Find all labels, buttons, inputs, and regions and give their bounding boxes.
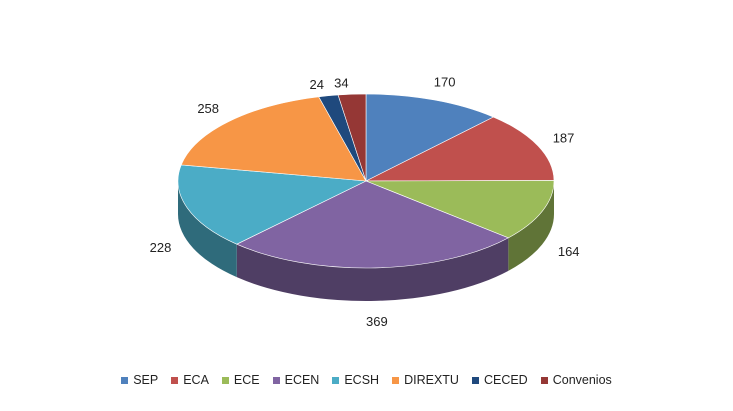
legend-swatch [332, 376, 340, 384]
data-label-dirextu: 258 [197, 101, 219, 116]
legend-label: ECE [233, 373, 260, 387]
data-label-ecsh: 228 [150, 240, 172, 255]
legend-swatch [121, 376, 129, 384]
legend-swatch [392, 376, 400, 384]
legend-label: ECSH [344, 373, 380, 387]
legend-label: SEP [133, 373, 159, 387]
pie-slice-convenios [337, 93, 367, 182]
legend-swatch [221, 376, 229, 384]
pie-slice-ece [365, 180, 555, 239]
legend-label: ECA [183, 373, 209, 387]
legend-swatch [471, 376, 479, 384]
pie-side-ecsh [178, 181, 237, 278]
data-label-ecen: 369 [366, 314, 388, 329]
data-label-sep: 170 [434, 74, 456, 89]
pie-side-ece [508, 181, 554, 271]
legend-item-convenios: Convenios [540, 373, 612, 387]
data-label-convenios: 34 [334, 75, 348, 90]
pie-data-labels: 170 187 164 369 228 258 24 34 [150, 74, 580, 329]
legend-item-ecsh: ECSH [332, 373, 379, 387]
pie-slice-ecen [236, 180, 510, 269]
legend-item-dirextu: DIREXTU [392, 373, 459, 387]
legend-item-ecen: ECEN [272, 373, 320, 387]
pie-side-ecen [236, 237, 509, 302]
legend-label: Convenios [552, 373, 612, 387]
pie-side-walls [178, 181, 554, 302]
legend-item-ece: ECE [221, 373, 260, 387]
pie-slice-sep [365, 93, 495, 182]
legend-swatch [272, 376, 280, 384]
pie-slice-eca [365, 116, 555, 182]
legend-label: ECEN [284, 373, 320, 387]
legend-item-eca: ECA [171, 373, 209, 387]
pie-slice-dirextu [180, 96, 367, 182]
legend-label: DIREXTU [404, 373, 459, 387]
pie-top-faces [177, 93, 555, 269]
legend-swatch [540, 376, 548, 384]
legend-swatch [171, 376, 179, 384]
legend-item-sep: SEP [121, 373, 158, 387]
data-label-eca: 187 [553, 131, 575, 146]
legend-item-ceced: CECED [471, 373, 528, 387]
data-label-ece: 164 [558, 244, 580, 259]
pie-slice-ecsh [177, 164, 368, 245]
legend-label: CECED [483, 373, 528, 387]
data-label-ceced: 24 [310, 77, 324, 92]
chart-legend: SEP ECA ECE ECEN ECSH DIREXTU CECED Convenios [0, 373, 733, 387]
